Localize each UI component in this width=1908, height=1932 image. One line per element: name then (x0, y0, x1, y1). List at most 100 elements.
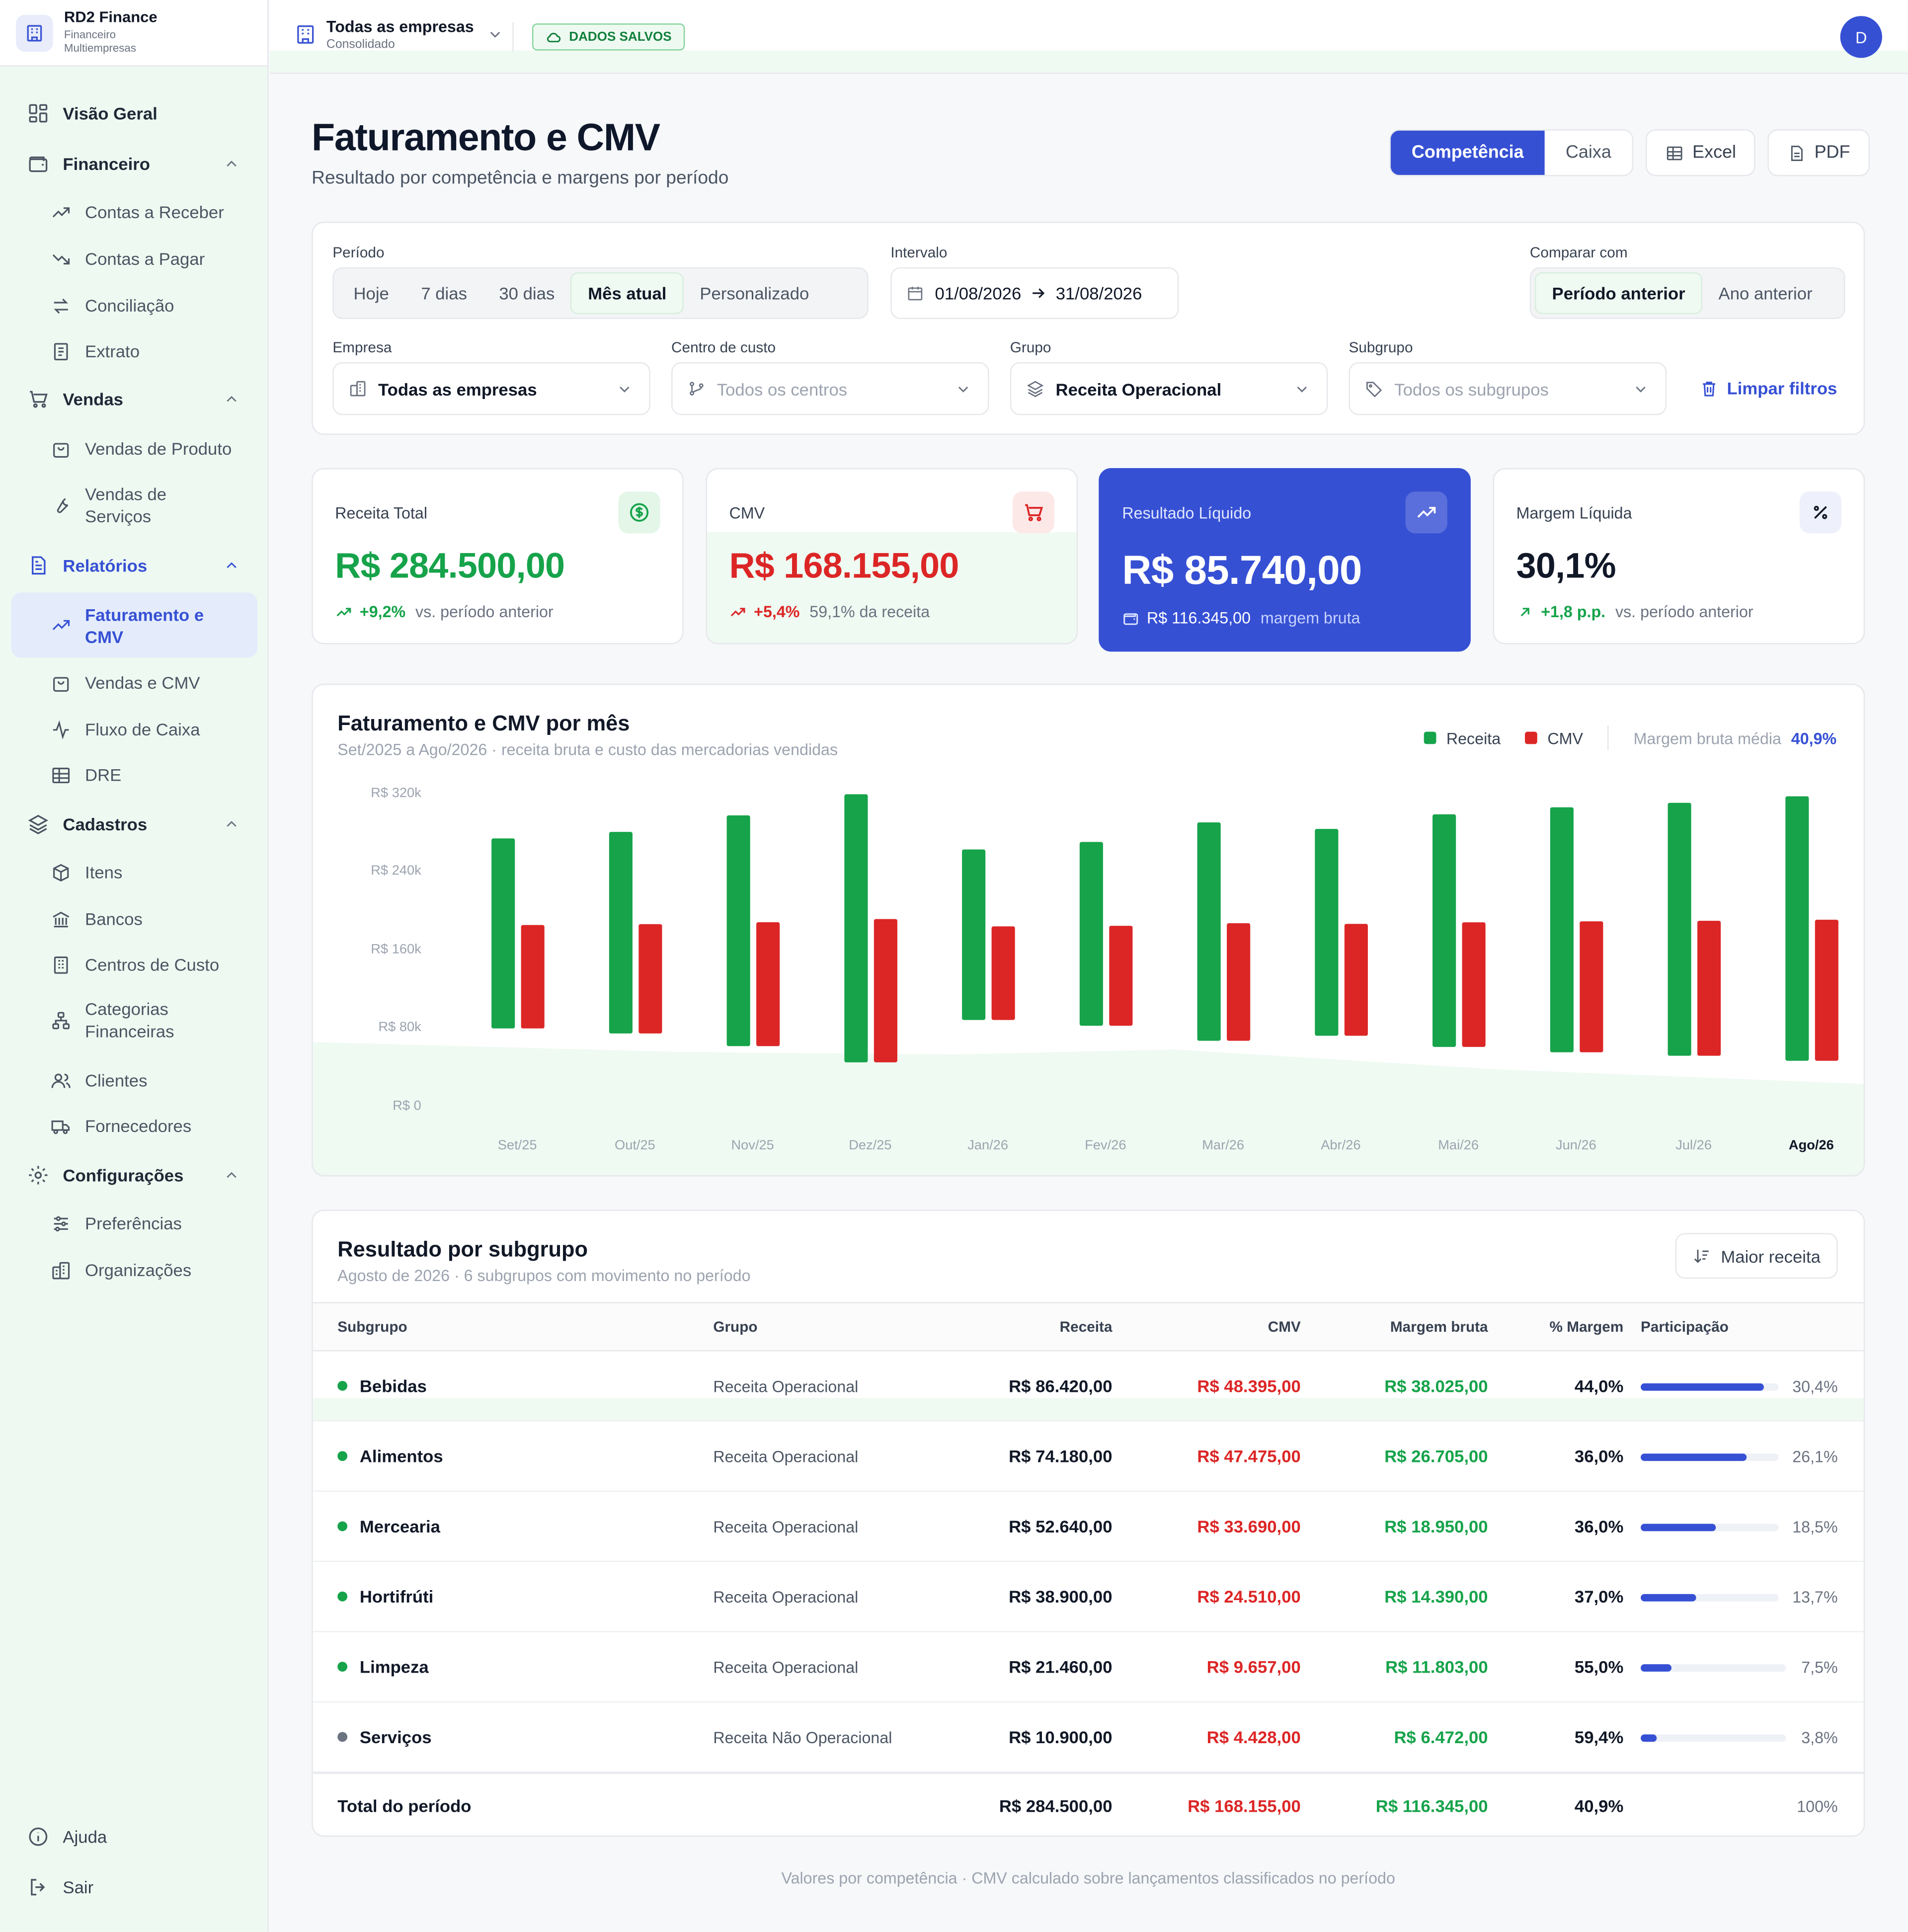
wallet-icon (26, 152, 51, 176)
cart-icon (1012, 491, 1055, 534)
sidebar-item-sair[interactable]: Sair (11, 1869, 257, 1906)
sidebar-item-ajuda[interactable]: Ajuda (11, 1818, 257, 1855)
building-icon (16, 14, 53, 51)
trash-icon (1700, 379, 1718, 397)
cloud-icon (546, 29, 561, 45)
th-margem-bruta[interactable]: Margem bruta (1390, 1318, 1488, 1336)
periodo-option-selected[interactable]: Mês atual (570, 272, 684, 315)
grupo-select[interactable]: Receita Operacional (1010, 362, 1328, 415)
y-tick-label: R$ 160k (371, 941, 421, 957)
caixa-button[interactable]: Caixa (1565, 143, 1611, 163)
sidebar-item-centros-custo[interactable]: Centros de Custo (11, 946, 257, 983)
sidebar-item-fornecedores[interactable]: Fornecedores (11, 1108, 257, 1144)
table-row[interactable]: Bebidas Receita Operacional R$ 86.420,00 R$… (313, 1351, 1864, 1422)
share-cell: 13,7% (1792, 1587, 1838, 1606)
excel-export-button[interactable]: Excel (1645, 129, 1756, 176)
competencia-button[interactable]: Competência (1390, 130, 1545, 175)
periodo-option[interactable]: 30 dias (499, 283, 555, 303)
sidebar-item-clientes[interactable]: Clientes (11, 1062, 257, 1099)
table-total-row: Total do período R$ 284.500,00 R$ 168.15… (313, 1772, 1864, 1835)
sidebar-section-financeiro[interactable]: Financeiro (11, 146, 257, 182)
subgrupo-cell: Limpeza (337, 1632, 429, 1701)
comparar-option[interactable]: Ano anterior (1718, 283, 1813, 303)
sidebar-item-visao-geral[interactable]: Visão Geral (11, 95, 257, 132)
th-grupo[interactable]: Grupo (713, 1318, 758, 1336)
sidebar-item-vendas-produto[interactable]: Vendas de Produto (11, 430, 257, 467)
pdf-export-button[interactable]: PDF (1767, 129, 1870, 176)
sidebar-item-categorias[interactable]: Categorias Financeiras (11, 995, 257, 1045)
share-bar-fill (1641, 1734, 1657, 1742)
table-row[interactable]: Hortifrúti Receita Operacional R$ 38.900,0… (313, 1562, 1864, 1632)
periodo-option[interactable]: Hoje (353, 283, 389, 303)
trending-up-icon (48, 200, 73, 225)
share-bar (1641, 1453, 1779, 1461)
table-row[interactable]: Limpeza Receita Operacional R$ 21.460,00 R$… (313, 1632, 1864, 1702)
comparar-option-selected[interactable]: Período anterior (1534, 272, 1703, 315)
sidebar-item-vendas-servicos[interactable]: Vendas de Serviços (11, 481, 257, 530)
y-tick-label: R$ 320k (371, 785, 421, 800)
periodo-option[interactable]: 7 dias (421, 283, 467, 303)
comparar-label: Comparar com (1529, 243, 1628, 261)
table-row[interactable]: Serviços Receita Não Operacional R$ 10.900… (313, 1702, 1864, 1773)
share-cell: 26,1% (1792, 1447, 1838, 1465)
avatar[interactable]: D (1840, 16, 1882, 58)
receita-cell: R$ 10.900,00 (1009, 1727, 1113, 1747)
bar-receita (962, 849, 986, 1020)
sidebar-item-preferencias[interactable]: Preferências (11, 1205, 257, 1241)
sidebar-item-contas-receber[interactable]: Contas a Receber (11, 193, 257, 230)
status-dot (337, 1521, 348, 1531)
truck-icon (48, 1114, 73, 1138)
chart-subtitle: Set/2025 a Ago/2026 · receita bruta e cu… (337, 740, 838, 759)
sidebar-item-label: Conciliação (85, 295, 174, 316)
subgrupo-select[interactable]: Todos os subgrupos (1349, 362, 1667, 415)
y-tick-label: R$ 240k (371, 862, 421, 878)
sort-button[interactable]: Maior receita (1675, 1233, 1838, 1279)
company-selector[interactable]: Todas as empresas Consolidado (294, 17, 503, 52)
sidebar-item-vendas-cmv[interactable]: Vendas e CMV (11, 664, 257, 701)
tag-icon (1365, 380, 1383, 398)
empresa-select[interactable]: Todas as empresas (332, 362, 650, 415)
sidebar-item-itens[interactable]: Itens (11, 854, 257, 890)
sliders-icon (48, 1211, 73, 1236)
th-receita[interactable]: Receita (1059, 1318, 1113, 1336)
brand-subtitle: Financeiro Multiempresas (64, 28, 137, 55)
kpi-delta: +9,2% (359, 602, 406, 621)
bank-icon (48, 907, 73, 932)
sidebar-item-contas-pagar[interactable]: Contas a Pagar (11, 240, 257, 277)
arrow-right-icon (1030, 285, 1047, 302)
chevron-up-icon (223, 155, 240, 172)
sidebar-section-cadastros[interactable]: Cadastros (11, 805, 257, 842)
x-tick-label: Jan/26 (967, 1137, 1008, 1152)
table-row[interactable]: Alimentos Receita Operacional R$ 74.180,00… (313, 1422, 1864, 1492)
sidebar-section-configuracoes[interactable]: Configurações (11, 1157, 257, 1194)
subgrupo-name: Mercearia (359, 1516, 440, 1536)
sidebar-item-fluxo-caixa[interactable]: Fluxo de Caixa (11, 711, 257, 747)
y-tick-label: R$ 80k (378, 1019, 421, 1034)
pdf-label: PDF (1814, 143, 1850, 163)
table-row[interactable]: Mercearia Receita Operacional R$ 52.640,00… (313, 1492, 1864, 1562)
sidebar-item-extrato[interactable]: Extrato (11, 332, 257, 369)
grupo-label: Grupo (1010, 338, 1051, 356)
th-pct-margem[interactable]: % Margem (1549, 1318, 1624, 1336)
th-cmv[interactable]: CMV (1268, 1318, 1301, 1336)
share-bar (1641, 1594, 1779, 1602)
status-dot (337, 1591, 348, 1602)
sidebar-item-bancos[interactable]: Bancos (11, 900, 257, 937)
sidebar-item-label: Ajuda (63, 1827, 107, 1847)
sidebar-section-vendas[interactable]: Vendas (11, 381, 257, 417)
chevron-up-icon (223, 557, 240, 574)
clear-filters-button[interactable]: Limpar filtros (1700, 378, 1837, 398)
legend-item-receita: Receita (1424, 728, 1501, 747)
th-subgrupo[interactable]: Subgrupo (337, 1318, 407, 1336)
pct-margem-cell: 59,4% (1574, 1727, 1624, 1747)
sidebar-section-relatorios[interactable]: Relatórios (11, 547, 257, 584)
th-participacao[interactable]: Participação (1641, 1318, 1729, 1336)
topbar: Todas as empresas Consolidado DADOS SALV… (269, 0, 1908, 74)
periodo-option[interactable]: Personalizado (700, 283, 809, 303)
sidebar-item-dre[interactable]: DRE (11, 756, 257, 793)
sidebar-item-organizacoes[interactable]: Organizações (11, 1252, 257, 1288)
centro-custo-select[interactable]: Todos os centros (671, 362, 989, 415)
sidebar-item-conciliacao[interactable]: Conciliação (11, 287, 257, 324)
sidebar-item-faturamento-cmv[interactable]: Faturamento e CMV (11, 592, 258, 658)
date-range-input[interactable]: 01/08/2026 31/08/2026 (890, 267, 1179, 320)
